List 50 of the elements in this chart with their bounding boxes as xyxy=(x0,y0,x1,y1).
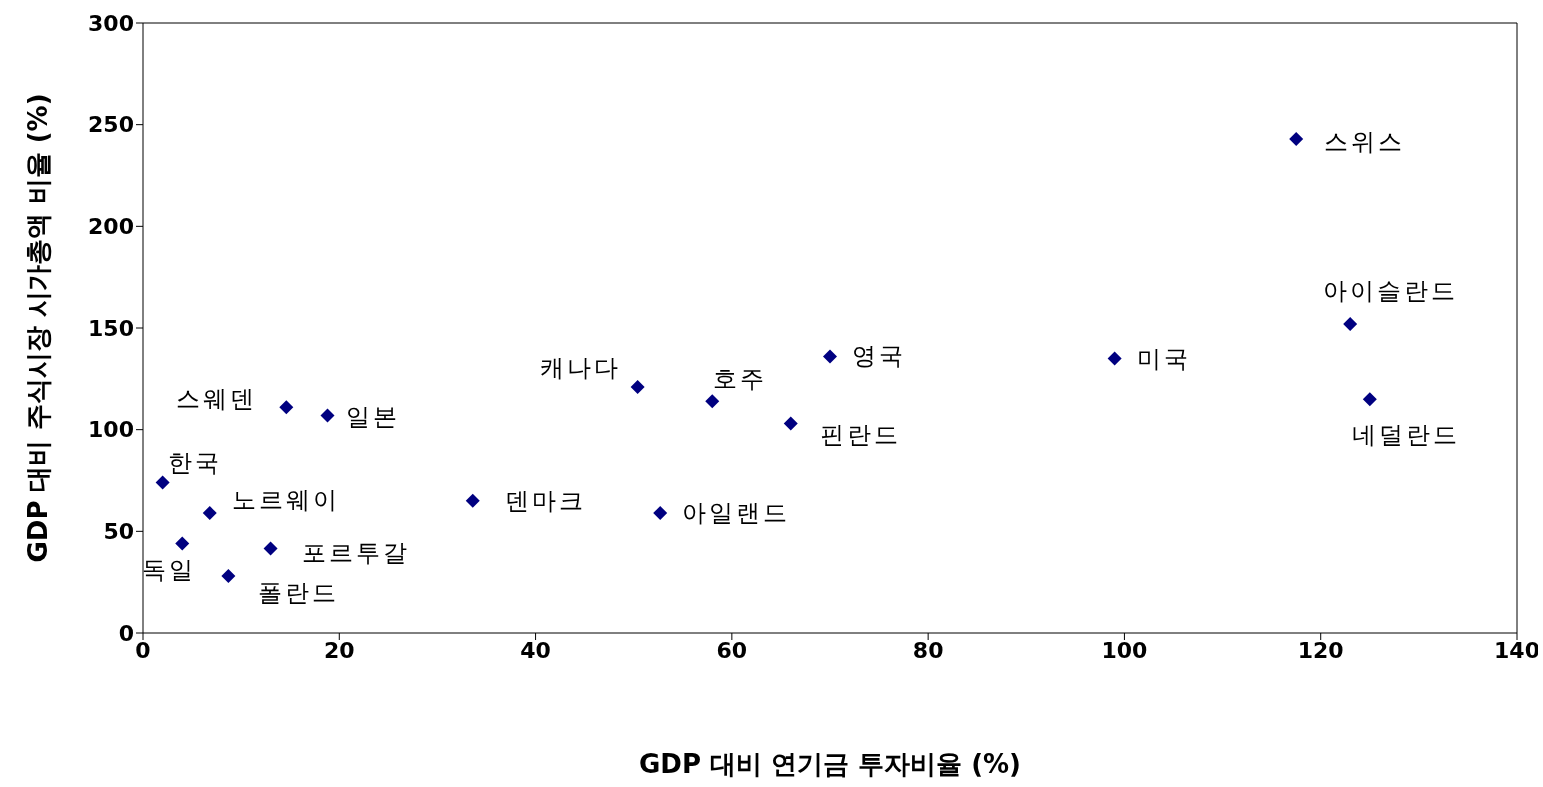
y-tick-label: 300 xyxy=(88,10,134,36)
y-tick-label: 0 xyxy=(118,620,134,646)
annotation: 일본 xyxy=(345,403,400,432)
point xyxy=(1107,351,1122,366)
annotation: 독일 xyxy=(142,555,197,584)
x-tick-label: 40 xyxy=(520,637,551,663)
point xyxy=(783,416,798,431)
annotation: 아이슬란드 xyxy=(1322,276,1458,305)
point xyxy=(279,400,294,415)
x-tick-label: 20 xyxy=(323,637,355,663)
point xyxy=(630,379,645,394)
point xyxy=(221,569,236,584)
x-axis-title: GDP 대비 연기금 투자비율 (%) xyxy=(638,749,1022,779)
x-tick-label: 60 xyxy=(716,637,748,663)
annotation: 스위스 xyxy=(1324,127,1406,156)
annotation: 핀란드 xyxy=(819,420,901,449)
annotation: 영국 xyxy=(852,342,906,371)
point xyxy=(823,349,837,364)
annotation: 한국 xyxy=(167,448,222,477)
y-tick-label: 100 xyxy=(88,417,134,443)
y-tick-label: 50 xyxy=(103,519,134,545)
annotation: 스웨덴 xyxy=(176,385,258,414)
x-tick-label: 0 xyxy=(135,637,151,663)
point xyxy=(653,506,668,521)
point xyxy=(465,493,480,508)
y-axis-title: GDP 대비 주식시장 시가총액 비율 (%) xyxy=(23,93,54,563)
x-tick-label: 120 xyxy=(1297,637,1344,663)
annotation: 네덜란드 xyxy=(1351,421,1460,450)
annotation: 노르웨이 xyxy=(231,486,340,515)
annotation: 포르투갈 xyxy=(301,538,410,567)
annotation: 아일랜드 xyxy=(682,499,791,528)
annotation: 덴마크 xyxy=(504,486,586,515)
point xyxy=(1343,316,1358,331)
annotation: 미국 xyxy=(1136,344,1191,373)
point xyxy=(175,536,190,551)
annotation: 캐나다 xyxy=(539,353,621,382)
point xyxy=(1362,392,1377,407)
y-tick-label: 150 xyxy=(88,315,134,341)
point xyxy=(155,475,170,490)
point xyxy=(263,541,278,556)
x-tick-label: 80 xyxy=(912,637,944,663)
point xyxy=(202,506,217,521)
point xyxy=(1289,131,1304,146)
annotation: 폴란드 xyxy=(257,579,339,608)
point xyxy=(705,394,720,409)
y-tick-label: 250 xyxy=(88,112,134,138)
y-tick-label: 200 xyxy=(88,214,134,240)
point xyxy=(320,408,335,423)
x-tick-label: 100 xyxy=(1101,637,1148,663)
annotation: 호주 xyxy=(713,365,768,394)
